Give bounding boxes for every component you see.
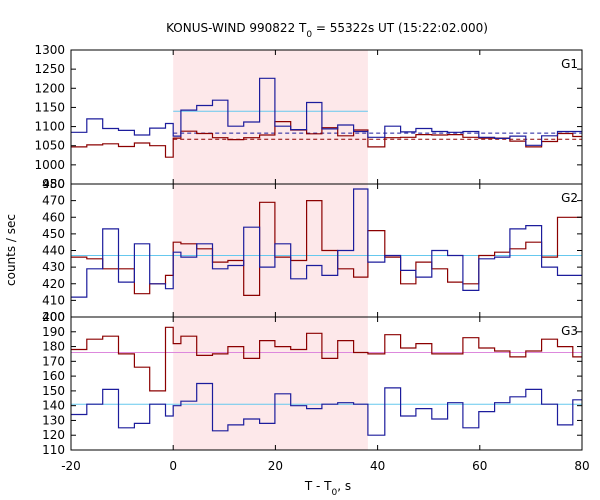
y-tick-label: 180	[42, 340, 65, 354]
y-tick-label: 1300	[34, 43, 65, 57]
y-tick-label: 420	[42, 277, 65, 291]
y-tick-label: 1100	[34, 120, 65, 134]
y-tick-label: 120	[42, 428, 65, 442]
panel-frame	[70, 316, 583, 451]
y-tick-label: 1150	[34, 100, 65, 114]
y-tick-label: 1250	[34, 62, 65, 76]
x-tick-label: 40	[370, 459, 385, 473]
y-tick-label: 460	[42, 210, 65, 224]
y-tick-label: 150	[42, 384, 65, 398]
series-histogram-red	[71, 326, 582, 392]
y-tick-label: 470	[42, 194, 65, 208]
y-tick-label: 110	[42, 443, 65, 457]
y-tick-label: 160	[42, 369, 65, 383]
panel-g1-plot	[71, 77, 582, 158]
series-histogram-red	[71, 200, 582, 296]
panel-label: G1	[561, 57, 578, 71]
plot-area: 9501000105011001150120012501300G14004104…	[34, 43, 589, 473]
y-tick-label: 200	[42, 310, 65, 324]
y-tick-label: 430	[42, 260, 65, 274]
panel-g2-plot	[71, 188, 582, 298]
series-histogram-blue	[71, 77, 582, 146]
y-tick-label: 140	[42, 399, 65, 413]
x-tick-label: 60	[472, 459, 487, 473]
panel-label: G2	[561, 191, 578, 205]
y-tick-label: 1050	[34, 139, 65, 153]
y-tick-label: 1200	[34, 81, 65, 95]
panel-label: G3	[561, 324, 578, 338]
y-tick-label: 480	[42, 177, 65, 191]
y-tick-label: 400	[42, 310, 65, 324]
y-tick-label: 450	[42, 227, 65, 241]
y-tick-label: 950	[42, 177, 65, 191]
x-tick-label: 80	[574, 459, 589, 473]
x-axis-title: T - T0, s	[304, 479, 351, 498]
y-tick-label: 130	[42, 413, 65, 427]
x-tick-label: 0	[169, 459, 177, 473]
x-tick-label: 20	[268, 459, 283, 473]
y-tick-label: 1000	[34, 158, 65, 172]
y-tick-label: 410	[42, 293, 65, 307]
panel-g3-plot	[71, 326, 582, 436]
x-tick-label: -20	[61, 459, 81, 473]
chart-title: KONUS-WIND 990822 T0 = 55322s UT (15:22:…	[166, 21, 488, 40]
y-tick-label: 170	[42, 354, 65, 368]
y-axis-title: counts / sec	[4, 214, 18, 286]
y-tick-label: 440	[42, 244, 65, 258]
series-histogram-blue	[71, 382, 582, 436]
y-tick-label: 190	[42, 325, 65, 339]
series-histogram-blue	[71, 188, 582, 298]
